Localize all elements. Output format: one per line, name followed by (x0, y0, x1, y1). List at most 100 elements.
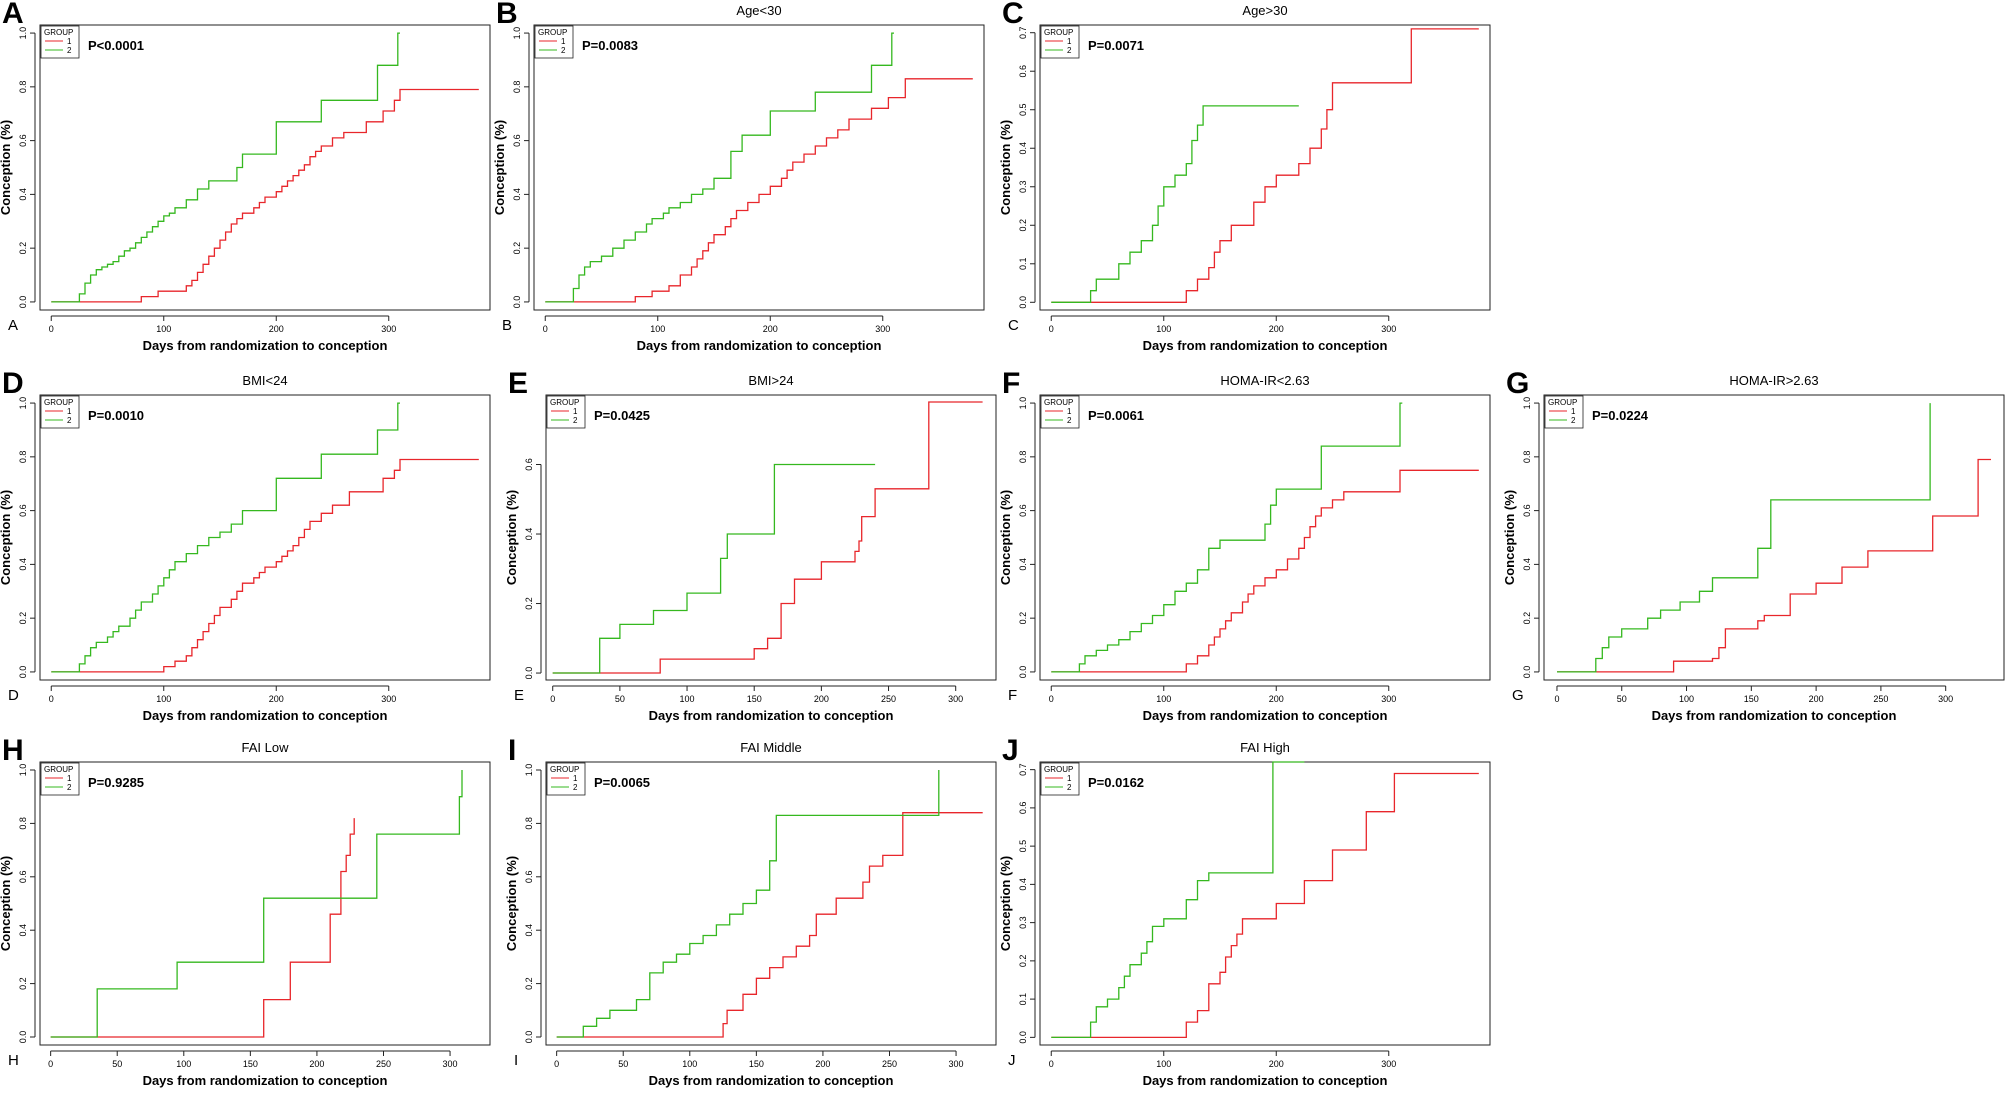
legend-box (1040, 395, 1080, 429)
x-tick-label: 0 (48, 1059, 53, 1069)
x-tick-label: 100 (650, 324, 665, 334)
legend-label-group-1: 1 (67, 37, 72, 46)
y-axis-label: Conception (%) (0, 120, 13, 215)
legend-label-group-2: 2 (1067, 416, 1072, 425)
y-tick-label: 0.2 (1018, 612, 1028, 625)
y-tick-label: 0.4 (18, 558, 28, 571)
legend-label-group-2: 2 (561, 46, 566, 55)
y-tick-label: 0.6 (1018, 802, 1028, 815)
legend-box (534, 25, 574, 59)
panel-g: G G HOMA-IR>2.63 0 50 100 150 200 250 300 0.0 0.2 0.… (1502, 367, 2005, 723)
km-curve-group-2 (545, 32, 894, 303)
legend-label-group-1: 1 (573, 774, 578, 783)
panel-letter: B (496, 0, 518, 30)
panel-c: C C Age>30 0 100 200 300 0.0 0.1 0.2 0.3 0.4 0.5 0.6 0… (998, 0, 1491, 353)
legend-title: GROUP (550, 765, 579, 774)
x-tick-label: 100 (1156, 324, 1171, 334)
km-curve-group-2 (1557, 403, 1931, 673)
y-tick-label: 0.6 (18, 134, 28, 147)
legend-box (1040, 25, 1080, 59)
x-axis-label: Days from randomization to conception (637, 338, 882, 353)
x-tick-label: 200 (269, 694, 284, 704)
x-tick-label: 250 (881, 694, 896, 704)
x-tick-label: 0 (49, 694, 54, 704)
panel-letter: E (508, 367, 528, 400)
legend-title: GROUP (1548, 398, 1577, 407)
panel-letter: G (1506, 367, 1529, 400)
legend-box (40, 762, 80, 796)
panel-a: A A 0 100 200 300 0.0 0.2 0.4 0.6 0.8 1.0 Days from … (0, 0, 491, 353)
y-axis-label: Conception (%) (998, 856, 1013, 951)
km-curve-group-1 (545, 78, 973, 303)
y-tick-label: 0.2 (512, 242, 522, 255)
y-tick-label: 0.8 (1018, 451, 1028, 464)
legend-label-group-1: 1 (573, 407, 578, 416)
y-tick-label: 0.2 (1018, 955, 1028, 968)
x-tick-label: 250 (882, 1059, 897, 1069)
y-tick-label: 0.4 (1018, 142, 1028, 155)
legend-label-group-1: 1 (561, 37, 566, 46)
x-tick-label: 0 (49, 324, 54, 334)
y-tick-label: 0.6 (524, 458, 534, 471)
p-value: P=0.0083 (582, 38, 638, 53)
x-axis-label: Days from randomization to conception (1143, 708, 1388, 723)
panel-title: FAI High (1240, 740, 1290, 755)
y-tick-label: 0.0 (1018, 666, 1028, 679)
y-tick-label: 0.8 (18, 817, 28, 830)
x-axis-label: Days from randomization to conception (1143, 338, 1388, 353)
legend-label-group-2: 2 (573, 416, 578, 425)
x-tick-label: 300 (875, 324, 890, 334)
y-tick-label: 0.2 (524, 977, 534, 990)
legend-title: GROUP (1044, 765, 1073, 774)
y-tick-label: 0.6 (18, 504, 28, 517)
panel-sublabel: F (1008, 687, 1017, 704)
x-axis-label: Days from randomization to conception (1143, 1073, 1388, 1088)
legend-label-group-1: 1 (67, 774, 72, 783)
y-tick-label: 1.0 (1522, 397, 1532, 410)
legend-title: GROUP (44, 398, 73, 407)
km-curve-group-1 (1557, 458, 1991, 673)
y-tick-label: 0.4 (512, 188, 522, 201)
y-tick-label: 0.8 (512, 81, 522, 94)
panel-title: BMI>24 (748, 373, 793, 388)
legend-title: GROUP (44, 765, 73, 774)
km-curve-group-2 (51, 32, 400, 303)
km-curve-group-1 (51, 458, 479, 673)
p-value: P=0.0061 (1088, 408, 1144, 423)
y-tick-label: 0.1 (1018, 993, 1028, 1006)
y-tick-label: 0.2 (1018, 219, 1028, 232)
panel-letter: A (2, 0, 24, 30)
y-axis-label: Conception (%) (0, 490, 13, 585)
y-tick-label: 1.0 (18, 764, 28, 777)
x-axis-label: Days from randomization to conception (143, 708, 388, 723)
panel-sublabel: A (8, 317, 18, 334)
y-axis-label: Conception (%) (492, 120, 507, 215)
x-axis-label: Days from randomization to conception (649, 708, 894, 723)
x-tick-label: 100 (1679, 694, 1694, 704)
panel-letter: D (2, 367, 24, 400)
legend-label-group-2: 2 (1067, 783, 1072, 792)
y-tick-label: 0.2 (18, 977, 28, 990)
panel-title: BMI<24 (242, 373, 287, 388)
legend-title: GROUP (550, 398, 579, 407)
x-tick-label: 0 (1049, 694, 1054, 704)
x-tick-label: 250 (376, 1059, 391, 1069)
x-tick-label: 200 (1269, 1059, 1284, 1069)
x-tick-label: 300 (381, 324, 396, 334)
panel-e: E E BMI>24 0 50 100 150 200 250 300 0.0 0.2 0.4 0.6 Da… (504, 367, 997, 723)
x-tick-label: 50 (615, 694, 625, 704)
y-tick-label: 0.3 (1018, 180, 1028, 193)
plot-frame (39, 761, 491, 1046)
p-value: P=0.0010 (88, 408, 144, 423)
panel-letter: F (1002, 367, 1020, 400)
panel-sublabel: B (502, 317, 512, 334)
panel-title: HOMA-IR<2.63 (1220, 373, 1309, 388)
panel-letter: I (508, 734, 516, 767)
km-curve-group-2 (51, 402, 400, 673)
y-tick-label: 0.6 (18, 871, 28, 884)
x-tick-label: 200 (814, 694, 829, 704)
y-axis-label: Conception (%) (1502, 490, 1517, 585)
x-tick-label: 0 (1049, 1059, 1054, 1069)
x-axis-label: Days from randomization to conception (143, 338, 388, 353)
